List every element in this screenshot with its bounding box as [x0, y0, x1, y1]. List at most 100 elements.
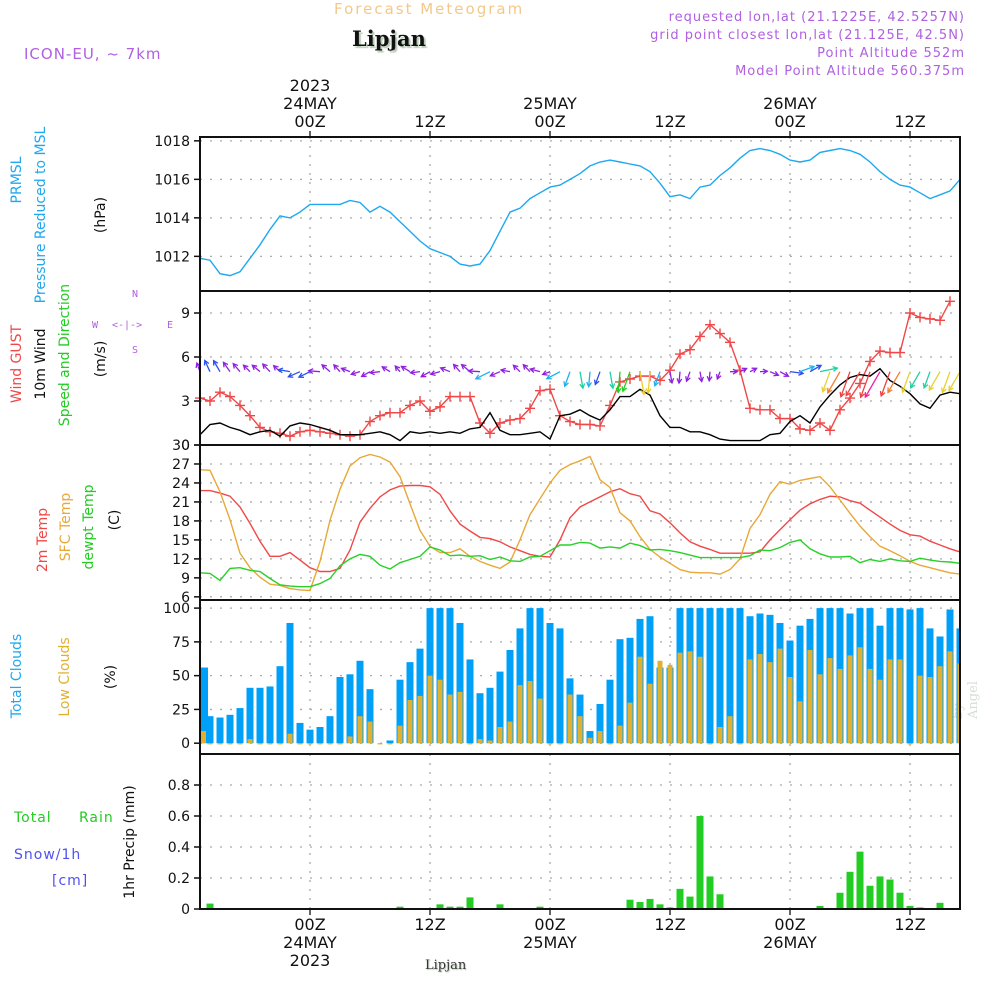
wind-direction-arrow	[769, 371, 779, 376]
bar-low-clouds	[767, 662, 773, 744]
bar-low-clouds	[907, 743, 913, 745]
rain-total-label: Total	[14, 810, 52, 826]
bar-low-clouds	[947, 651, 953, 744]
bar-total-clouds	[606, 679, 614, 744]
gust-marker	[765, 404, 775, 415]
gust-marker	[215, 387, 225, 398]
bar-total-clouds	[366, 689, 374, 744]
bar-total-clouds	[236, 708, 244, 744]
y-tick-label: 6	[181, 350, 190, 366]
wind-arrow-head	[349, 370, 357, 376]
wind-arrow-head	[839, 391, 846, 399]
wind-arrow-head	[340, 367, 347, 373]
bar-total-rain	[456, 906, 464, 909]
y-tick-label: 0.4	[168, 840, 190, 856]
y-tick-label: 30	[172, 438, 190, 454]
wind-direction-arrow	[243, 364, 251, 373]
wind-arrow-head	[653, 380, 660, 388]
wind-arrow-head	[887, 387, 893, 394]
wind-direction-arrow	[880, 371, 891, 397]
bar-total-rain	[656, 904, 664, 909]
gridpoint-coordinates: grid point closest lon,lat (21.125E, 42.…	[650, 28, 965, 43]
bar-low-clouds	[287, 733, 293, 744]
gust-marker	[715, 328, 725, 339]
bar-low-clouds	[817, 674, 823, 744]
bar-low-clouds	[467, 743, 473, 745]
wind-direction-arrow	[430, 371, 441, 375]
bar-low-clouds	[607, 743, 613, 745]
wind-arrow-head	[563, 381, 569, 388]
bar-total-clouds	[706, 608, 714, 744]
bar-low-clouds	[327, 743, 333, 745]
wind-arrow-head	[821, 386, 827, 393]
bar-total-clouds	[246, 687, 254, 744]
wind-direction-arrow	[622, 371, 631, 392]
x-tick-label-top: 12Z	[654, 112, 685, 131]
series-line-wind-gust	[199, 300, 951, 437]
bar-total-clouds	[306, 729, 314, 744]
bar-low-clouds	[457, 691, 463, 744]
bar-total-rain	[636, 902, 644, 909]
y-tick-label: 0.6	[168, 809, 190, 825]
panel-4: 0 0.2 0.4 0.6 0.8	[168, 753, 961, 918]
wind-direction-arrow	[213, 360, 221, 372]
wind-direction-arrow	[860, 371, 871, 398]
compass-north: N	[131, 289, 139, 300]
x-tick-label-top: 2023	[290, 76, 331, 95]
y-tick-label: 100	[163, 601, 190, 617]
wind-direction-arrow	[278, 369, 291, 373]
wind-arrow-head	[715, 373, 722, 381]
wind-arrow-head	[467, 368, 474, 375]
bar-low-clouds	[387, 743, 393, 745]
panel-3: 0 25 50 75 100	[163, 599, 961, 755]
wind-direction-arrow	[490, 371, 501, 377]
bar-total-clouds	[201, 667, 208, 744]
bar-total-clouds	[496, 671, 504, 744]
gust-marker	[795, 423, 805, 434]
bar-low-clouds	[587, 737, 593, 744]
gust-marker	[375, 410, 385, 421]
x-tick-label-bottom: 12Z	[894, 915, 925, 934]
wind-direction-arrow	[564, 371, 571, 387]
wind-direction-arrow	[522, 364, 531, 373]
bar-low-clouds	[507, 721, 513, 744]
wind-direction-arrow	[809, 364, 822, 373]
bar-low-clouds	[797, 701, 803, 744]
wind-arrow-head	[741, 367, 748, 373]
x-tick-label-bottom: 24MAY	[283, 933, 337, 952]
gust-marker	[405, 400, 415, 411]
gust-marker	[815, 418, 825, 428]
wind-direction-arrow	[827, 371, 841, 394]
wind-direction-arrow	[822, 371, 831, 392]
gust-marker	[505, 415, 515, 426]
wind-arrow-head	[922, 382, 929, 390]
bar-low-clouds	[657, 660, 663, 744]
bar-low-clouds	[537, 698, 543, 744]
wind-direction-arrow	[678, 371, 681, 384]
panel-2: 6 9 12 15 18 21 24 27 30	[172, 438, 961, 606]
wind-direction-arrow	[341, 367, 351, 373]
bar-total-rain	[876, 876, 884, 909]
gust-marker	[945, 296, 955, 307]
bar-low-clouds	[897, 659, 903, 744]
gust-marker	[825, 425, 835, 436]
bar-low-clouds	[557, 743, 563, 745]
model-point-altitude: Model Point Altitude 560.375m	[735, 64, 965, 79]
x-tick-label-top: 00Z	[774, 112, 805, 131]
wind-direction-arrow	[204, 360, 211, 372]
wind-arrow-head	[586, 381, 593, 388]
bar-total-rain	[836, 892, 844, 909]
y-tick-label: 1016	[154, 172, 190, 188]
bar-low-clouds	[497, 726, 503, 744]
x-tick-label-top: 25MAY	[523, 94, 577, 113]
wind-arrow-head	[512, 364, 519, 371]
bar-low-clouds	[827, 658, 833, 744]
bar-low-clouds	[427, 675, 433, 744]
bar-total-rain	[696, 816, 704, 909]
wind-direction-arrow	[779, 371, 789, 377]
bar-total-rain	[626, 899, 634, 909]
model-name: ICON-EU, ~ 7km	[24, 45, 162, 63]
x-tick-label-top: 26MAY	[763, 94, 817, 113]
bar-total-clouds	[466, 659, 474, 744]
